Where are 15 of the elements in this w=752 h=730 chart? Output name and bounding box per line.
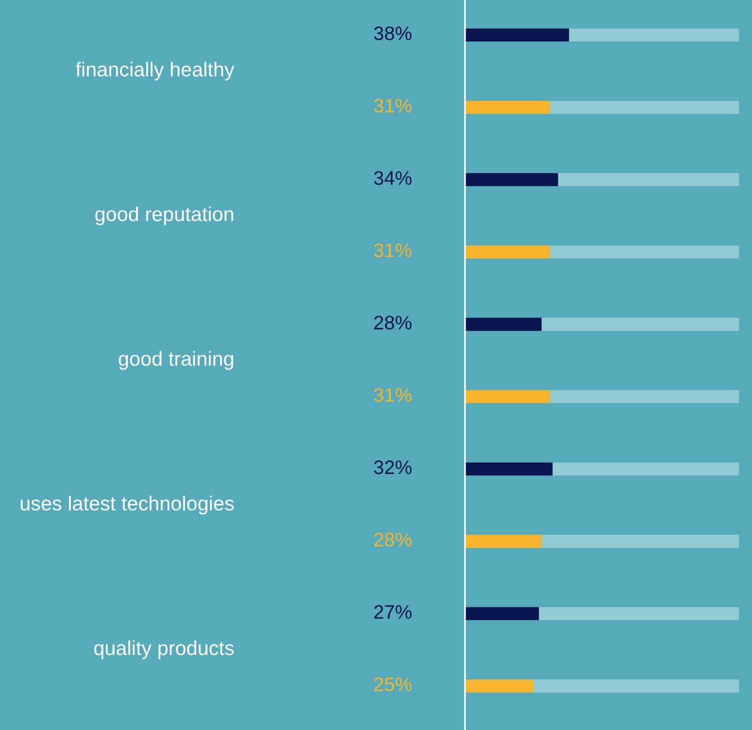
y-tick-label: financially healthy xyxy=(76,62,234,81)
data-label: 31% xyxy=(374,388,412,402)
data-label: 32% xyxy=(374,460,412,474)
data-label: 31% xyxy=(374,243,412,258)
y-tick-label: uses latest technologies xyxy=(20,496,234,515)
data-label: 28% xyxy=(374,532,412,547)
data-label: 25% xyxy=(374,677,412,692)
data-label: 38% xyxy=(374,26,412,40)
data-label: 31% xyxy=(374,98,412,113)
data-label: 28% xyxy=(374,316,412,330)
data-label: 27% xyxy=(374,605,412,619)
data-label: 34% xyxy=(374,171,412,185)
y-tick-label: good training xyxy=(118,351,234,370)
y-tick-label: quality products xyxy=(94,640,234,660)
y-tick-label: good reputation xyxy=(95,206,234,226)
